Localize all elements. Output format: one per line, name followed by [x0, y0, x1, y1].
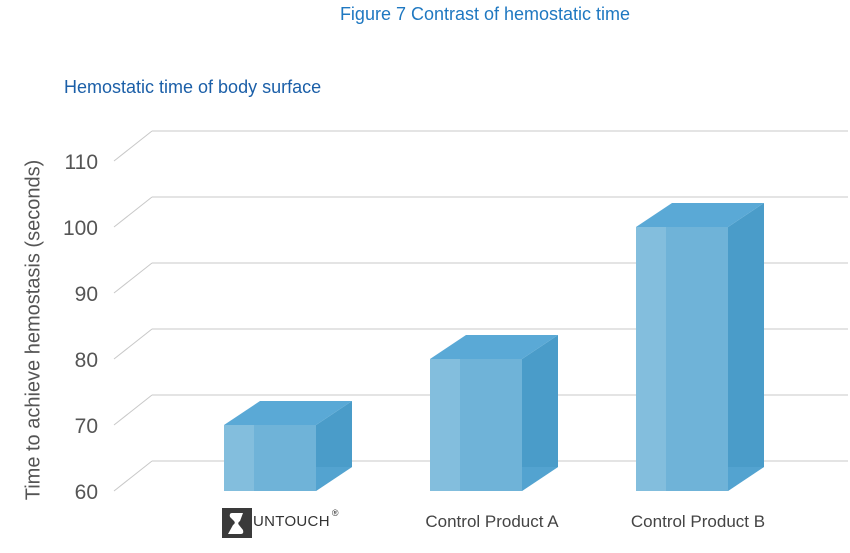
bar-side	[728, 203, 764, 491]
gridline-diagonal	[113, 394, 153, 426]
bar-highlight	[430, 359, 460, 491]
bar-top	[430, 335, 558, 359]
gridline-diagonal	[113, 130, 153, 162]
bar-highlight	[224, 425, 254, 491]
gridline-diagonal	[113, 460, 153, 492]
gridline-diagonal	[113, 262, 153, 294]
logo-text: UNTOUCH	[253, 513, 330, 530]
bar-top	[636, 203, 764, 227]
y-tick-label: 70	[75, 415, 98, 438]
chart-title: Hemostatic time of body surface	[64, 77, 322, 97]
figure-title: Figure 7 Contrast of hemostatic time	[339, 4, 631, 24]
y-tick-label: 100	[63, 217, 98, 240]
x-tick-label: Control Product A	[425, 512, 559, 531]
y-tick-label: 90	[75, 283, 98, 306]
bar-top	[224, 401, 352, 425]
suntouch-logo: UNTOUCH ®	[222, 508, 338, 542]
gridline-diagonal	[113, 328, 153, 360]
x-tick-label: Control Product B	[631, 512, 765, 531]
logo-mark-icon	[222, 508, 252, 538]
bar-side	[522, 335, 558, 491]
bar-highlight	[636, 227, 666, 491]
y-tick-label: 80	[75, 349, 98, 372]
y-tick-label: 110	[65, 151, 98, 174]
gridline-diagonal	[113, 196, 153, 228]
y-tick-label: 60	[75, 481, 98, 504]
logo-registered: ®	[331, 508, 339, 518]
